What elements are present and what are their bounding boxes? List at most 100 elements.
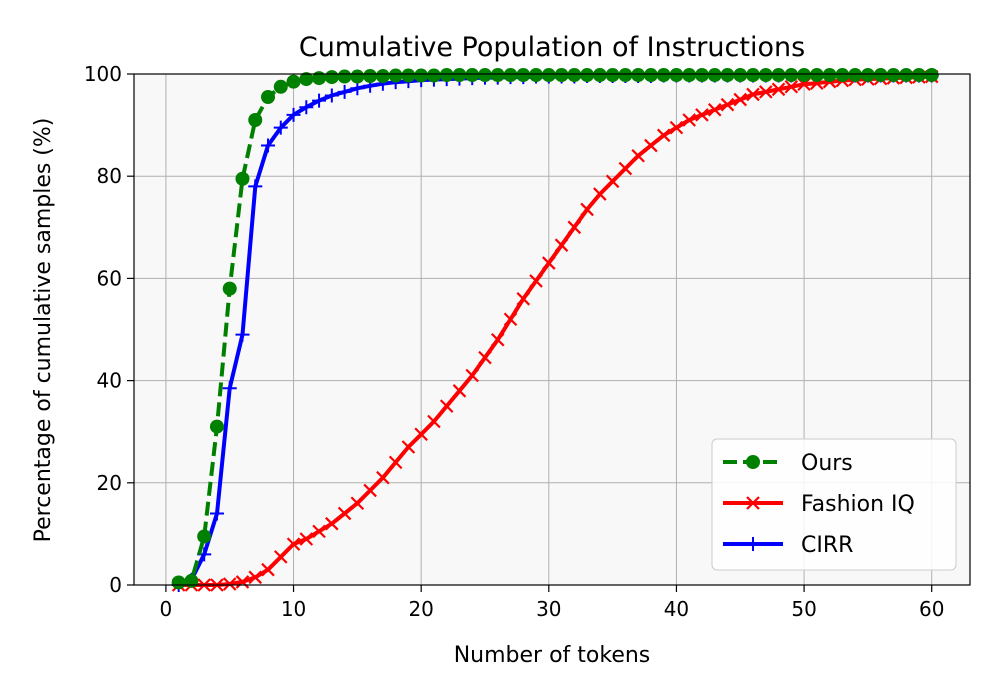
data-point-ours xyxy=(567,68,582,83)
data-point-ours xyxy=(261,89,276,104)
data-point-ours xyxy=(324,70,339,85)
data-point-fashion-iq xyxy=(631,148,645,163)
data-point-ours xyxy=(669,68,684,83)
data-point-fashion-iq xyxy=(746,87,760,102)
data-point-ours xyxy=(401,68,416,83)
data-point-ours xyxy=(426,68,441,83)
data-point-cirr xyxy=(286,107,301,122)
data-point-ours xyxy=(516,68,531,83)
x-tick-label: 10 xyxy=(281,597,306,621)
data-point-cirr xyxy=(312,93,327,108)
data-point-ours xyxy=(771,68,786,83)
legend-label-cirr: CIRR xyxy=(801,533,853,558)
data-point-fashion-iq xyxy=(656,128,671,143)
data-point-cirr xyxy=(261,138,276,153)
data-point-fashion-iq xyxy=(784,79,799,94)
data-point-ours xyxy=(235,171,250,186)
data-point-fashion-iq xyxy=(299,532,314,546)
data-point-ours xyxy=(452,68,467,83)
data-point-ours xyxy=(797,68,812,83)
data-point-ours xyxy=(529,68,544,83)
data-point-fashion-iq xyxy=(452,384,467,398)
data-point-fashion-iq xyxy=(261,562,275,577)
data-point-cirr xyxy=(235,327,250,342)
data-point-ours xyxy=(605,68,620,83)
legend-label-ours: Ours xyxy=(801,451,853,476)
data-point-fashion-iq xyxy=(618,161,633,176)
data-point-ours xyxy=(758,68,773,83)
data-point-cirr xyxy=(209,506,224,521)
data-point-fashion-iq xyxy=(401,440,416,454)
chart-title: Cumulative Population of Instructions xyxy=(299,32,805,63)
y-tick-label: 100 xyxy=(84,62,122,86)
data-point-ours xyxy=(465,68,480,83)
x-tick-label: 40 xyxy=(664,597,689,621)
data-point-ours xyxy=(720,68,735,83)
data-point-ours xyxy=(848,68,863,83)
data-point-cirr xyxy=(299,100,314,115)
data-point-ours xyxy=(273,79,288,94)
data-point-fashion-iq xyxy=(771,82,786,97)
data-point-fashion-iq xyxy=(248,570,263,585)
data-point-cirr xyxy=(273,120,288,135)
data-point-ours xyxy=(682,68,697,83)
legend: Ours Fashion IQ CIRR xyxy=(711,438,957,571)
data-point-fashion-iq xyxy=(669,120,684,135)
legend-marker-cirr xyxy=(746,537,760,551)
data-point-ours xyxy=(580,68,595,83)
legend-marker-ours xyxy=(746,455,760,469)
data-point-ours xyxy=(439,68,454,83)
data-point-ours xyxy=(375,69,390,84)
data-point-ours xyxy=(822,68,837,83)
data-point-fashion-iq xyxy=(529,274,543,288)
data-point-ours xyxy=(886,68,901,83)
data-point-ours xyxy=(209,419,224,434)
series-ours xyxy=(171,68,939,590)
data-point-ours xyxy=(554,68,569,83)
data-point-ours xyxy=(503,68,518,83)
data-point-ours xyxy=(592,68,607,83)
data-point-cirr xyxy=(324,88,339,103)
legend-label-fashion-iq: Fashion IQ xyxy=(801,492,915,517)
data-point-fashion-iq xyxy=(363,483,377,498)
data-point-ours xyxy=(337,69,352,84)
data-point-ours xyxy=(784,68,799,83)
data-point-fashion-iq xyxy=(325,516,339,531)
data-point-ours xyxy=(414,68,429,83)
data-point-fashion-iq xyxy=(465,368,480,383)
data-point-ours xyxy=(924,68,939,83)
data-point-cirr xyxy=(350,81,365,96)
data-point-ours xyxy=(746,68,761,83)
data-point-fashion-iq xyxy=(427,414,441,429)
data-point-fashion-iq xyxy=(542,256,556,270)
data-point-cirr xyxy=(222,381,237,396)
y-tick-label: 0 xyxy=(109,573,122,597)
data-point-fashion-iq xyxy=(439,399,454,413)
data-point-ours xyxy=(911,68,926,83)
series-layer xyxy=(171,68,939,592)
data-point-ours xyxy=(656,68,671,83)
data-point-fashion-iq xyxy=(516,292,531,306)
data-point-fashion-iq xyxy=(593,187,607,201)
x-tick-label: 50 xyxy=(791,597,816,621)
legend-marker-fashion-iq xyxy=(746,496,760,510)
x-tick-label: 60 xyxy=(919,597,944,621)
data-point-ours xyxy=(873,68,888,83)
data-point-fashion-iq xyxy=(567,220,582,235)
data-point-fashion-iq xyxy=(350,496,365,511)
data-point-fashion-iq xyxy=(644,138,658,153)
y-tick-label: 80 xyxy=(97,164,122,188)
y-tick-label: 40 xyxy=(97,369,122,393)
y-tick-label: 60 xyxy=(97,266,122,290)
data-point-ours xyxy=(809,68,824,83)
data-point-ours xyxy=(312,71,327,86)
data-point-ours xyxy=(388,68,403,83)
data-point-fashion-iq xyxy=(580,202,594,217)
data-point-ours xyxy=(541,68,556,83)
data-point-ours xyxy=(197,529,212,544)
data-point-fashion-iq xyxy=(478,350,492,365)
x-axis-label: Number of tokens xyxy=(454,643,651,668)
data-point-ours xyxy=(707,68,722,83)
data-point-ours xyxy=(286,74,301,89)
